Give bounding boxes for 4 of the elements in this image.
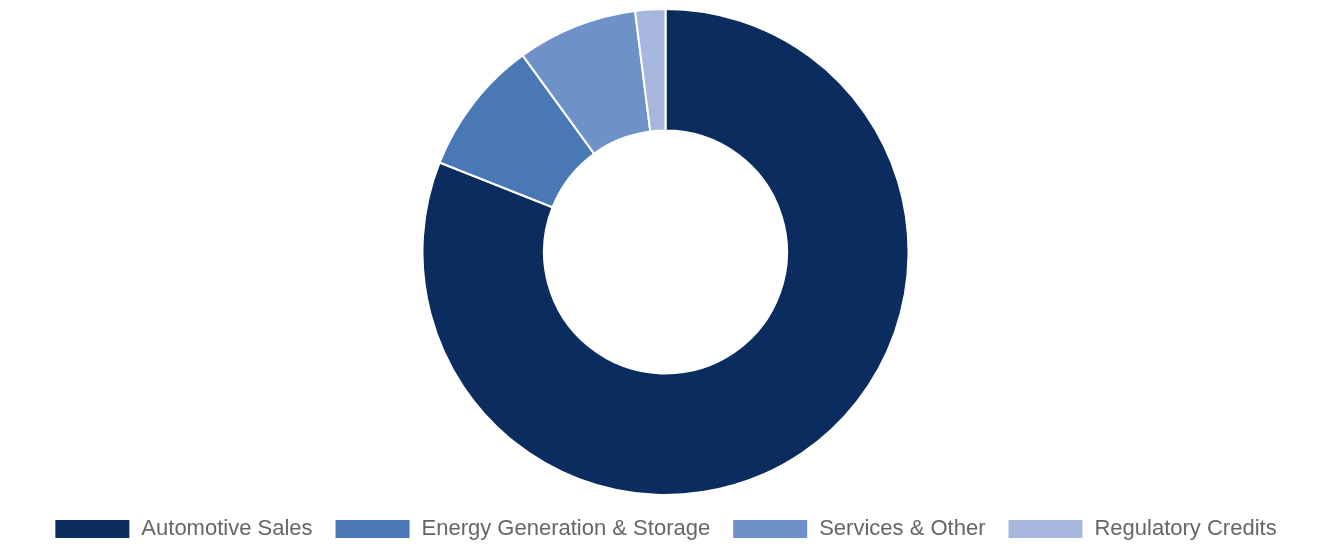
legend-label: Services & Other xyxy=(819,515,986,541)
legend-label: Regulatory Credits xyxy=(1094,515,1277,541)
legend-label: Automotive Sales xyxy=(141,515,313,541)
legend-label: Energy Generation & Storage xyxy=(421,515,711,541)
